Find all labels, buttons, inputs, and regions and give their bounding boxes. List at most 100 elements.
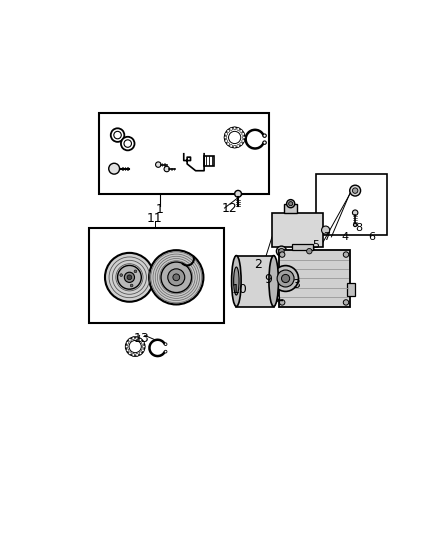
Circle shape <box>227 130 230 132</box>
Circle shape <box>109 163 120 174</box>
Circle shape <box>124 272 134 282</box>
Circle shape <box>304 246 314 256</box>
Circle shape <box>128 338 131 341</box>
Bar <box>88 229 224 324</box>
Circle shape <box>132 337 134 340</box>
Bar <box>272 213 323 247</box>
Circle shape <box>243 136 245 139</box>
Circle shape <box>127 275 132 280</box>
Circle shape <box>233 127 236 130</box>
Circle shape <box>343 300 349 305</box>
Circle shape <box>130 284 133 287</box>
Circle shape <box>126 342 129 344</box>
Circle shape <box>224 127 245 148</box>
Circle shape <box>353 188 358 193</box>
Circle shape <box>136 337 138 340</box>
Circle shape <box>225 133 228 135</box>
Circle shape <box>227 143 230 146</box>
Bar <box>316 174 387 235</box>
Circle shape <box>230 127 233 131</box>
Circle shape <box>235 190 241 197</box>
Text: 6: 6 <box>369 232 376 242</box>
Text: 1: 1 <box>156 203 164 216</box>
Circle shape <box>224 136 227 139</box>
Bar <box>237 256 274 306</box>
Circle shape <box>142 345 145 348</box>
Circle shape <box>120 274 123 277</box>
Text: 13: 13 <box>134 332 149 345</box>
Bar <box>279 251 350 306</box>
Circle shape <box>242 140 244 142</box>
Circle shape <box>161 262 191 293</box>
Text: 3: 3 <box>292 278 300 291</box>
Circle shape <box>125 345 128 348</box>
Bar <box>204 156 214 166</box>
Circle shape <box>141 349 144 352</box>
Circle shape <box>350 185 360 196</box>
Circle shape <box>233 146 236 148</box>
Circle shape <box>155 162 161 167</box>
Circle shape <box>230 144 233 147</box>
Circle shape <box>263 134 266 138</box>
Circle shape <box>164 343 167 345</box>
Text: 10: 10 <box>232 283 247 296</box>
Circle shape <box>279 300 285 305</box>
Circle shape <box>173 274 180 281</box>
Ellipse shape <box>233 267 239 295</box>
Circle shape <box>242 133 244 135</box>
Circle shape <box>105 253 154 302</box>
Circle shape <box>282 274 290 282</box>
Circle shape <box>164 350 167 353</box>
Circle shape <box>111 128 124 142</box>
Text: 11: 11 <box>147 212 163 225</box>
Bar <box>293 245 313 251</box>
Circle shape <box>139 352 142 354</box>
Circle shape <box>129 341 141 353</box>
Circle shape <box>273 265 298 292</box>
Bar <box>284 204 297 213</box>
Circle shape <box>164 166 170 172</box>
Circle shape <box>276 246 286 256</box>
Bar <box>99 113 268 195</box>
Circle shape <box>114 131 121 139</box>
Text: 12: 12 <box>222 201 237 215</box>
Circle shape <box>128 352 131 354</box>
Circle shape <box>237 127 240 131</box>
Circle shape <box>134 270 137 273</box>
Circle shape <box>126 337 145 356</box>
Circle shape <box>240 130 243 132</box>
Circle shape <box>279 252 285 257</box>
Circle shape <box>263 141 266 144</box>
Circle shape <box>289 201 293 206</box>
Circle shape <box>124 140 131 147</box>
Text: 2: 2 <box>254 257 262 271</box>
Text: 9: 9 <box>265 273 272 286</box>
Circle shape <box>237 144 240 147</box>
Circle shape <box>136 353 138 356</box>
Circle shape <box>225 140 228 142</box>
Text: 4: 4 <box>341 232 349 242</box>
Text: 5: 5 <box>313 240 320 251</box>
Circle shape <box>286 199 295 208</box>
Circle shape <box>132 353 134 356</box>
Ellipse shape <box>269 256 279 306</box>
Circle shape <box>240 143 243 146</box>
Ellipse shape <box>232 256 241 306</box>
Bar <box>347 282 355 296</box>
Circle shape <box>307 248 312 254</box>
Circle shape <box>273 295 279 302</box>
Circle shape <box>277 270 294 287</box>
Circle shape <box>139 338 142 341</box>
Circle shape <box>321 226 330 234</box>
Circle shape <box>141 342 144 344</box>
Circle shape <box>343 252 349 257</box>
Circle shape <box>279 248 284 254</box>
Circle shape <box>149 250 203 304</box>
Circle shape <box>353 223 357 227</box>
Circle shape <box>353 210 358 215</box>
Text: 7: 7 <box>323 232 330 242</box>
Circle shape <box>168 269 185 286</box>
Circle shape <box>121 137 134 150</box>
Circle shape <box>117 265 141 289</box>
Circle shape <box>126 349 129 352</box>
